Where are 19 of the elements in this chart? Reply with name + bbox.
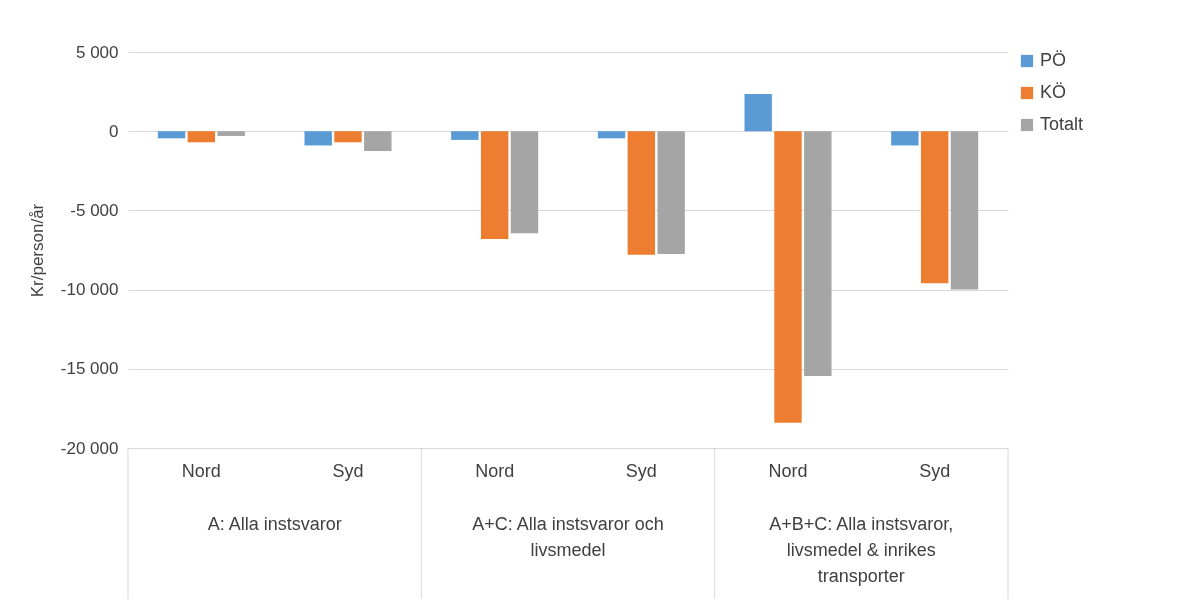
legend-label: PÖ (1040, 50, 1067, 70)
x-tick-label: Syd (625, 460, 657, 481)
text: A+B+C: Alla instsvaror, livsmedel & inrikes transporter (769, 514, 954, 586)
y-tick-label: 0 (109, 121, 119, 141)
y-tick-label: 5 000 (75, 42, 119, 62)
x-tick-label: Nord (475, 460, 515, 481)
text: A+C: Alla instsvaror och livsmedel (472, 514, 664, 560)
y-tick-label: -20 000 (60, 438, 119, 458)
y-tick-label: -15 000 (60, 359, 119, 379)
legend-label: KÖ (1040, 82, 1067, 102)
x-tick-label: Syd (919, 460, 951, 481)
y-tick-label: -5 000 (70, 200, 119, 220)
legend-label: Totalt (1040, 114, 1084, 134)
text: A: Alla instsvaror (207, 514, 342, 534)
x-tick-label: Nord (181, 460, 221, 481)
y-tick-label: -10 000 (60, 280, 119, 300)
y-axis-title: Kr/person/år (27, 203, 47, 298)
x-tick-label: Syd (332, 460, 364, 481)
x-tick-label: Nord (768, 460, 808, 481)
